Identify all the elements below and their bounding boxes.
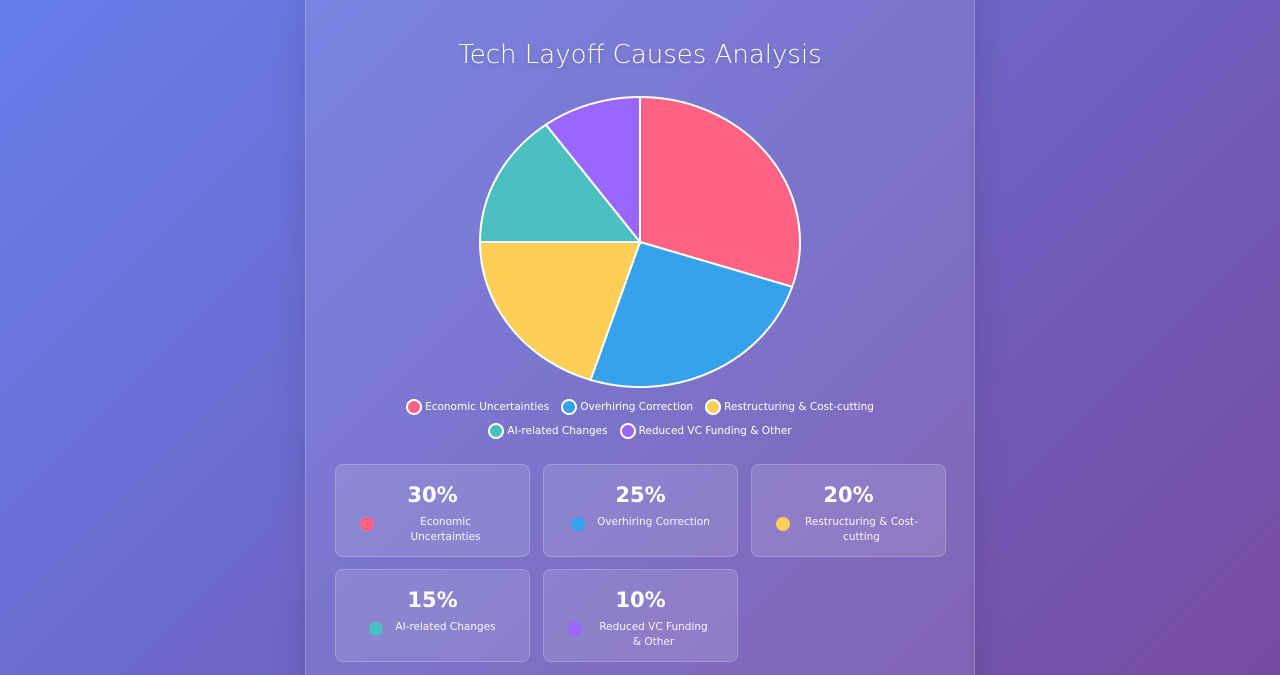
legend-swatch bbox=[705, 399, 722, 415]
legend-label: AI-related Changes bbox=[507, 425, 608, 437]
stat-value: 15% bbox=[407, 588, 458, 612]
stat-value: 25% bbox=[615, 483, 666, 507]
stat-dot bbox=[360, 517, 374, 531]
pie-slice bbox=[478, 241, 642, 382]
legend-label: Economic Uncertainties bbox=[425, 401, 550, 413]
legend-item: Economic Uncertainties bbox=[406, 397, 549, 417]
legend-swatch bbox=[561, 399, 578, 415]
legend: Economic Uncertainties Overhiring Correct… bbox=[350, 397, 930, 441]
stat-value: 20% bbox=[823, 483, 874, 507]
stat-dot bbox=[776, 517, 790, 531]
stat-label: AI-related Changes bbox=[395, 621, 496, 633]
stat-dot bbox=[568, 622, 582, 636]
legend-item: Restructuring & Cost-cutting bbox=[705, 397, 874, 417]
stat-dot bbox=[571, 517, 586, 531]
stat-card: 30% Economic Uncertainties bbox=[335, 464, 530, 557]
legend-label: Overhiring Correction bbox=[580, 401, 694, 413]
pie-slice bbox=[589, 240, 794, 388]
stat-label-row: Reduced VC Funding & Other bbox=[544, 620, 737, 650]
legend-item: AI-related Changes bbox=[488, 421, 608, 441]
stat-label-row: Restructuring & Cost-cutting bbox=[752, 515, 945, 545]
stat-label-row: AI-related Changes bbox=[336, 620, 529, 636]
legend-item: Overhiring Correction bbox=[561, 397, 693, 417]
stat-cards: 30% Economic Uncertainties 25% Overhiring C… bbox=[335, 464, 946, 662]
stat-dot bbox=[369, 622, 384, 636]
stat-value: 10% bbox=[615, 588, 666, 612]
stat-label: Overhiring Correction bbox=[597, 516, 710, 528]
pie-slice bbox=[544, 95, 641, 245]
stat-label-row: Overhiring Correction bbox=[544, 515, 737, 531]
chart-title: Tech Layoff Causes Analysis bbox=[458, 40, 822, 70]
stat-label-row: Economic Uncertainties bbox=[336, 515, 529, 545]
legend-label: Restructuring & Cost-cutting bbox=[724, 401, 874, 413]
stat-card: 20% Restructuring & Cost-cutting bbox=[751, 464, 946, 557]
stat-label: Economic Uncertainties bbox=[410, 516, 481, 543]
stat-card: 10% Reduced VC Funding & Other bbox=[543, 569, 738, 662]
stat-value: 30% bbox=[407, 483, 458, 507]
legend-item: Reduced VC Funding & Other bbox=[619, 421, 792, 441]
pie-slice bbox=[639, 95, 801, 289]
pie-slice bbox=[478, 123, 643, 243]
stat-label: Reduced VC Funding & Other bbox=[599, 621, 708, 648]
stat-label: Restructuring & Cost-cutting bbox=[805, 516, 918, 543]
legend-swatch bbox=[619, 423, 636, 439]
legend-swatch bbox=[406, 399, 423, 415]
stat-card: 25% Overhiring Correction bbox=[543, 464, 738, 557]
pie-chart bbox=[478, 95, 801, 388]
stat-card: 15% AI-related Changes bbox=[335, 569, 530, 662]
legend-label: Reduced VC Funding & Other bbox=[638, 425, 792, 437]
legend-swatch bbox=[488, 423, 505, 439]
